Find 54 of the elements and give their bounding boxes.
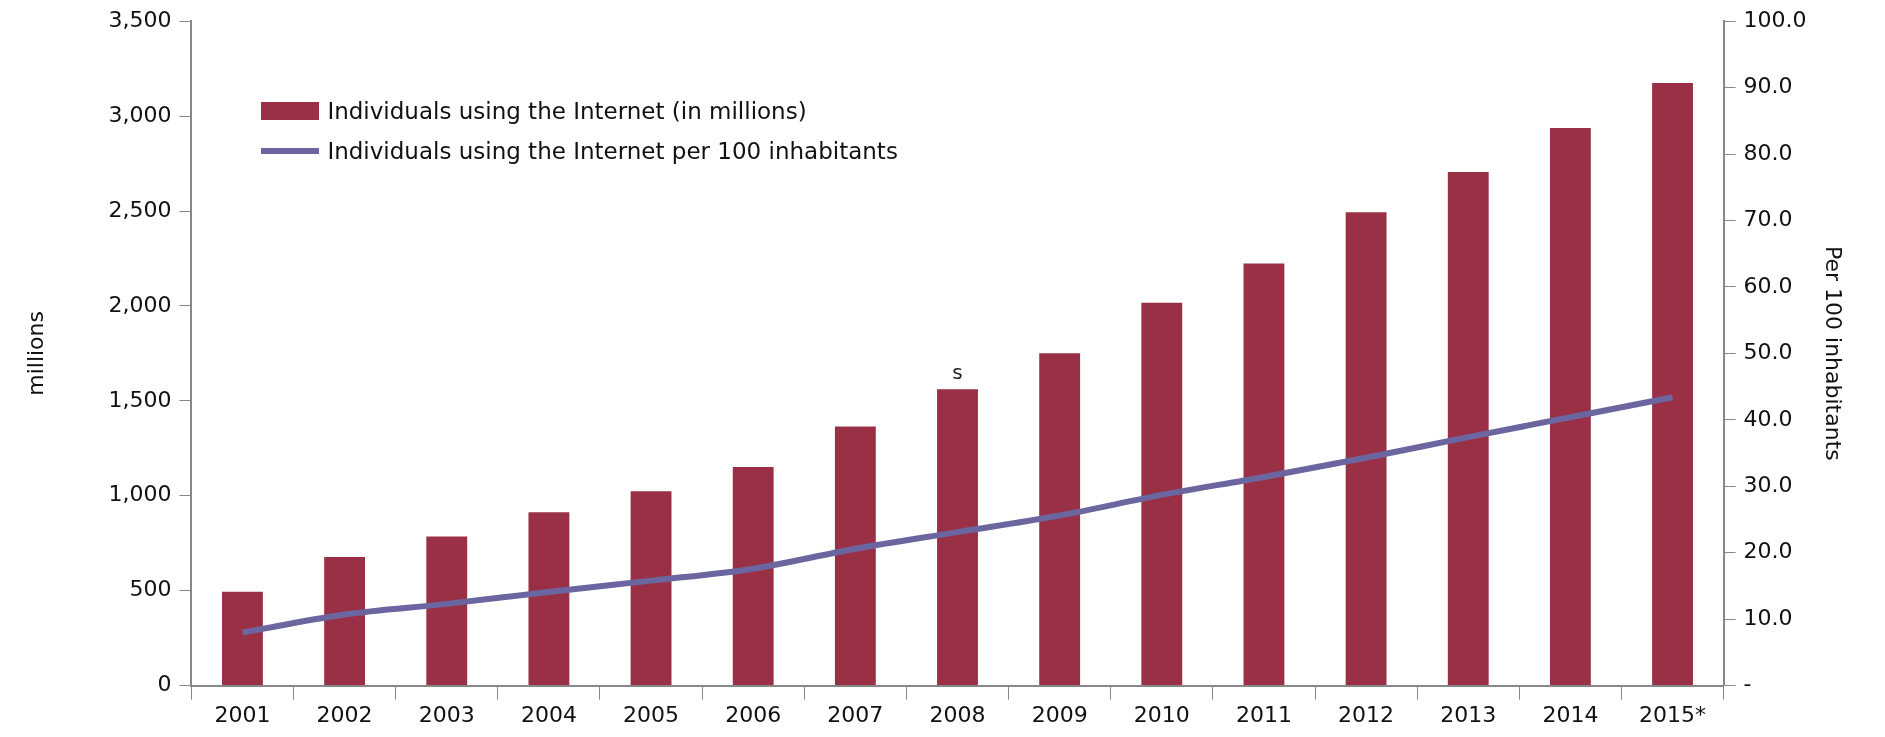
y-tick-label: 2,500 <box>108 196 172 222</box>
y-tick-label: 2,000 <box>108 291 172 317</box>
y2-tick-label: 70.0 <box>1743 206 1793 232</box>
y2-tick-label: 90.0 <box>1743 73 1793 99</box>
y2-tick-label: 30.0 <box>1743 472 1793 497</box>
y2-tick-label: 40.0 <box>1743 405 1793 431</box>
bar <box>1345 212 1387 686</box>
x-tick-label: 2005 <box>623 701 680 727</box>
legend-label: Individuals using the Internet (in millions) <box>327 97 807 127</box>
y-axis-title: millions <box>22 311 48 396</box>
bar <box>834 426 876 686</box>
y-tick-label: 3,000 <box>108 101 172 127</box>
bar <box>1243 263 1285 686</box>
x-tick-label: 2002 <box>316 701 373 727</box>
x-tick-label: 2010 <box>1133 701 1190 727</box>
x-tick-label: 2001 <box>214 701 271 727</box>
annotation: s <box>952 359 963 384</box>
y2-tick-label: 10.0 <box>1743 604 1793 630</box>
y2-axis-title: Per 100 inhabitants <box>1821 246 1847 461</box>
bar <box>937 389 978 686</box>
y2-tick-label: 100.0 <box>1743 6 1807 32</box>
y2-tick-label: 50.0 <box>1743 339 1793 365</box>
bar <box>222 591 263 686</box>
x-tick-label: 2004 <box>520 701 577 727</box>
x-tick-label: 2011 <box>1235 701 1292 727</box>
x-tick-label: 2009 <box>1031 701 1088 727</box>
x-tick-label: 2007 <box>827 701 884 727</box>
bar <box>630 491 672 686</box>
y2-tick-label: - <box>1743 671 1752 697</box>
bar <box>732 467 774 686</box>
y-tick-label: 3,500 <box>108 6 172 32</box>
y2-tick-label: 20.0 <box>1743 538 1793 564</box>
legend-label: Individuals using the Internet per 100 inhabitants <box>327 137 898 167</box>
x-tick-label: 2003 <box>418 701 475 727</box>
x-tick-label: 2013 <box>1440 701 1497 727</box>
y-tick-label: 500 <box>129 576 172 602</box>
y-tick-label: 1,500 <box>108 386 172 412</box>
bar <box>426 536 468 686</box>
y2-tick-label: 80.0 <box>1743 139 1793 165</box>
y-tick-label: 0 <box>157 671 172 697</box>
bar <box>1141 302 1183 686</box>
bar <box>1652 83 1693 686</box>
bar <box>1039 353 1081 686</box>
x-tick-label: 2012 <box>1338 701 1395 727</box>
bar <box>1447 172 1489 686</box>
x-tick-label: 2008 <box>929 701 986 727</box>
bar <box>1549 128 1591 686</box>
x-tick-label: 2014 <box>1542 701 1599 727</box>
bar <box>528 512 570 686</box>
x-tick-label: 2015* <box>1639 701 1707 727</box>
y2-tick-label: 60.0 <box>1743 272 1793 298</box>
x-tick-label: 2006 <box>725 701 782 727</box>
bar <box>324 557 366 686</box>
y-tick-label: 1,000 <box>108 481 172 507</box>
